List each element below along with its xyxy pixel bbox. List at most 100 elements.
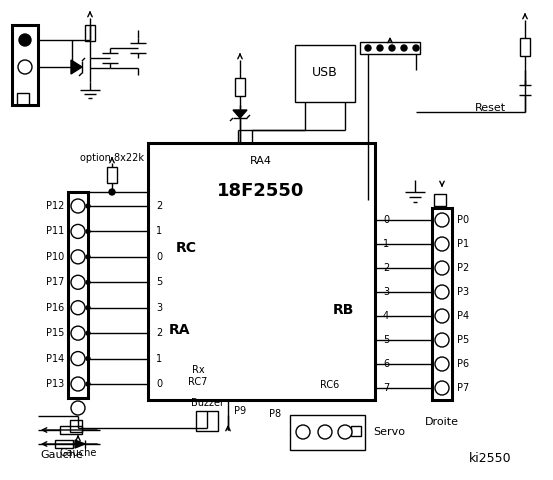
Text: P11: P11 [46, 227, 64, 237]
Text: 5: 5 [383, 335, 389, 345]
Text: 18F2550: 18F2550 [217, 182, 305, 200]
Text: 2: 2 [156, 201, 162, 211]
Text: 0: 0 [383, 215, 389, 225]
Text: P4: P4 [457, 311, 469, 321]
Text: P5: P5 [457, 335, 469, 345]
Polygon shape [75, 440, 85, 448]
Text: Gauche: Gauche [40, 450, 84, 460]
Circle shape [86, 382, 90, 386]
Polygon shape [71, 60, 82, 74]
Circle shape [18, 60, 32, 74]
Text: 1: 1 [156, 354, 162, 363]
Text: USB: USB [312, 67, 338, 80]
Text: P0: P0 [457, 215, 469, 225]
Bar [55, 440, 73, 448]
Text: P14: P14 [46, 354, 64, 363]
Text: 6: 6 [383, 359, 389, 369]
Bar [295, 45, 355, 102]
Text: 0: 0 [156, 379, 162, 389]
Circle shape [86, 229, 90, 233]
Bar [235, 78, 245, 96]
Circle shape [435, 213, 449, 227]
Bar [351, 426, 361, 436]
Circle shape [296, 425, 310, 439]
Bar [17, 93, 29, 105]
Circle shape [71, 276, 85, 289]
Circle shape [86, 280, 90, 284]
Text: Gauche: Gauche [59, 448, 97, 458]
Text: RC6: RC6 [320, 380, 340, 390]
Polygon shape [233, 110, 247, 118]
Text: 3: 3 [383, 287, 389, 297]
Circle shape [435, 381, 449, 395]
Text: option 8x22k: option 8x22k [80, 153, 144, 163]
Text: RA: RA [169, 323, 191, 337]
Text: P16: P16 [46, 303, 64, 312]
Bar [520, 38, 530, 56]
Text: RA4: RA4 [250, 156, 272, 166]
Circle shape [377, 45, 383, 51]
Text: P10: P10 [46, 252, 64, 262]
Bar [60, 426, 82, 434]
Circle shape [318, 425, 332, 439]
Text: RB: RB [332, 303, 354, 317]
Text: 7: 7 [383, 383, 389, 393]
Bar [196, 411, 218, 431]
Text: 5: 5 [156, 277, 162, 288]
Text: ki2550: ki2550 [469, 452, 512, 465]
Circle shape [19, 34, 31, 46]
Text: 2: 2 [156, 328, 162, 338]
Text: Rx: Rx [192, 365, 204, 375]
Text: 0: 0 [156, 252, 162, 262]
Circle shape [338, 425, 352, 439]
Text: 2: 2 [383, 263, 389, 273]
Circle shape [435, 333, 449, 347]
Circle shape [71, 300, 85, 315]
Circle shape [435, 309, 449, 323]
Text: P6: P6 [457, 359, 469, 369]
Text: P3: P3 [457, 287, 469, 297]
Text: 3: 3 [156, 303, 162, 312]
Circle shape [435, 285, 449, 299]
Circle shape [365, 45, 371, 51]
Text: P15: P15 [46, 328, 64, 338]
Circle shape [71, 199, 85, 213]
Bar [148, 143, 375, 400]
Text: RC: RC [175, 241, 196, 255]
Circle shape [71, 225, 85, 239]
Bar [290, 415, 365, 450]
Circle shape [71, 326, 85, 340]
Text: Servo: Servo [373, 427, 405, 437]
Circle shape [109, 189, 115, 195]
Text: P9: P9 [234, 406, 246, 416]
Bar [107, 167, 117, 183]
Circle shape [71, 351, 85, 366]
Text: RC7: RC7 [189, 377, 208, 387]
Circle shape [435, 357, 449, 371]
Text: P2: P2 [457, 263, 469, 273]
Text: 1: 1 [156, 227, 162, 237]
Circle shape [86, 357, 90, 360]
Text: 1: 1 [383, 239, 389, 249]
Bar [432, 208, 452, 400]
Bar [85, 25, 95, 41]
Circle shape [86, 306, 90, 310]
Bar [434, 194, 446, 206]
Text: P8: P8 [269, 409, 281, 419]
Bar [360, 42, 420, 54]
Text: P12: P12 [46, 201, 64, 211]
Circle shape [86, 255, 90, 259]
Circle shape [401, 45, 407, 51]
Text: P17: P17 [46, 277, 64, 288]
Circle shape [71, 401, 85, 415]
Text: P7: P7 [457, 383, 469, 393]
Text: P1: P1 [457, 239, 469, 249]
Circle shape [86, 204, 90, 208]
Bar [70, 420, 82, 432]
Bar [68, 192, 88, 398]
Text: Reset: Reset [474, 103, 505, 113]
Bar [12, 25, 38, 105]
Text: P13: P13 [46, 379, 64, 389]
Circle shape [71, 250, 85, 264]
Circle shape [435, 237, 449, 251]
